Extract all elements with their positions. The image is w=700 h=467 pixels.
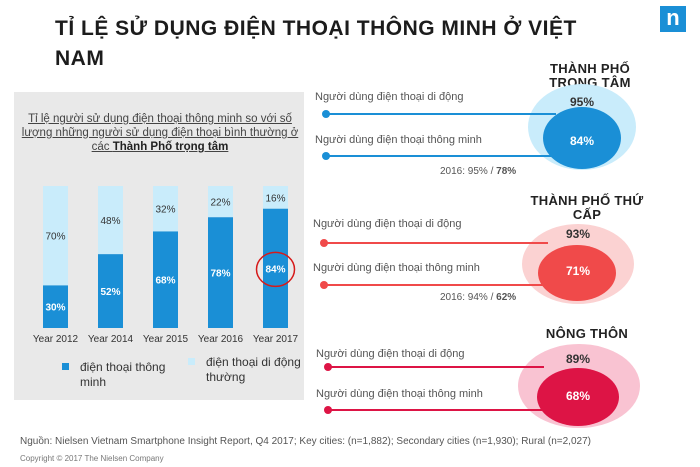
category-label-2: Year 2015 — [143, 334, 189, 345]
category-label-3: Year 2016 — [198, 334, 244, 345]
smart-label-key-cities: Người dùng điện thoại thông minh — [315, 134, 482, 146]
mobile-pct-secondary-cities: 93% — [565, 227, 591, 241]
label-feature-phone-0: 70% — [45, 232, 65, 243]
category-label-1: Year 2014 — [88, 334, 134, 345]
mobile-pct-key-cities: 95% — [569, 95, 595, 109]
smart-line-key-cities — [328, 155, 556, 157]
label-smartphone-2: 68% — [155, 276, 175, 287]
chart-subtitle-bold: Thành Phố trọng tâm — [112, 141, 229, 153]
note-secondary-cities-bold: 62% — [496, 292, 517, 303]
bar-feature-phone-2 — [153, 186, 178, 232]
bar-feature-phone-0 — [43, 186, 68, 286]
chart-subtitle: Tỉ lệ người sử dụng điện thoại thông min… — [20, 112, 300, 154]
smart-label-rural: Người dùng điện thoại thông minh — [316, 388, 483, 400]
mobile-label-rural: Người dùng điện thoại di động — [316, 348, 465, 360]
chart-subtitle-text: Tỉ lệ người sử dụng điện thoại thông min… — [21, 113, 299, 153]
label-feature-phone-2: 32% — [155, 205, 175, 216]
nielsen-logo: n — [660, 6, 686, 32]
bar-feature-phone-4 — [263, 186, 288, 209]
bar-feature-phone-3 — [208, 186, 233, 218]
inner-circle-key-cities — [543, 107, 621, 169]
mobile-label-secondary-cities: Người dùng điện thoại di động — [313, 218, 462, 230]
smart-pct-key-cities: 84% — [569, 134, 595, 148]
section-title-rural: NÔNG THÔN — [545, 326, 629, 341]
note-secondary-cities: 2016: 94% / 62% — [440, 292, 516, 303]
legend-label-feature-phone: điện thoại di động thường — [206, 355, 301, 384]
note-secondary-cities-text: 2016: 94% / — [440, 292, 497, 303]
smart-label-secondary-cities: Người dùng điện thoại thông minh — [313, 262, 480, 274]
smart-line-rural — [330, 409, 544, 411]
page-title: TỈ LỆ SỬ DỤNG ĐIỆN THOẠI THÔNG MINH Ở VI… — [55, 17, 577, 70]
inner-circle-rural — [537, 368, 619, 426]
note-key-cities: 2016: 95% / 78% — [440, 166, 516, 177]
label-feature-phone-4: 16% — [265, 193, 285, 204]
smart-dot-rural — [324, 406, 332, 414]
label-feature-phone-1: 48% — [100, 216, 120, 227]
label-smartphone-0: 30% — [45, 303, 65, 314]
mobile-line-rural — [330, 366, 544, 368]
source-note: Nguồn: Nielsen Vietnam Smartphone Insigh… — [20, 436, 591, 447]
mobile-line-secondary-cities — [326, 242, 548, 244]
mobile-dot-key-cities — [322, 110, 330, 118]
legend-swatch-smartphone — [62, 363, 69, 370]
bar-feature-phone-1 — [98, 186, 123, 255]
note-key-cities-bold: 78% — [496, 166, 517, 177]
bar-smartphone-1 — [98, 254, 123, 328]
smart-pct-rural: 68% — [565, 389, 591, 403]
legend-swatch-feature-phone — [188, 358, 195, 365]
label-smartphone-4: 84% — [265, 264, 285, 275]
category-label-4: Year 2017 — [253, 334, 299, 345]
section-title-secondary-cities: THÀNH PHỐ THỨ CẤP — [530, 193, 644, 222]
bar-smartphone-2 — [153, 231, 178, 328]
mobile-dot-secondary-cities — [320, 239, 328, 247]
smart-pct-secondary-cities: 71% — [565, 264, 591, 278]
smart-dot-key-cities — [322, 152, 330, 160]
bar-smartphone-4 — [263, 208, 288, 328]
bar-smartphone-0 — [43, 285, 68, 328]
mobile-label-key-cities: Người dùng điện thoại di động — [315, 91, 464, 103]
category-label-0: Year 2012 — [33, 334, 79, 345]
copyright: Copyright © 2017 The Nielsen Company — [20, 454, 164, 463]
mobile-line-key-cities — [328, 113, 556, 115]
stacked-bar-chart: 70% 30% Year 2012 48% 52% Year 2014 32% 68% Year… — [33, 186, 299, 345]
smart-dot-secondary-cities — [320, 281, 328, 289]
inner-circle-secondary-cities — [538, 245, 616, 301]
label-smartphone-1: 52% — [100, 287, 120, 298]
label-smartphone-3: 78% — [210, 269, 230, 280]
mobile-dot-rural — [324, 363, 332, 371]
note-key-cities-text: 2016: 95% / — [440, 166, 497, 177]
label-feature-phone-3: 22% — [210, 198, 230, 209]
legend-label-smartphone: điện thoại thông minh — [80, 360, 166, 389]
highlight-circle — [255, 251, 296, 288]
smart-line-secondary-cities — [326, 284, 548, 286]
bar-smartphone-3 — [208, 217, 233, 328]
mobile-pct-rural: 89% — [565, 352, 591, 366]
